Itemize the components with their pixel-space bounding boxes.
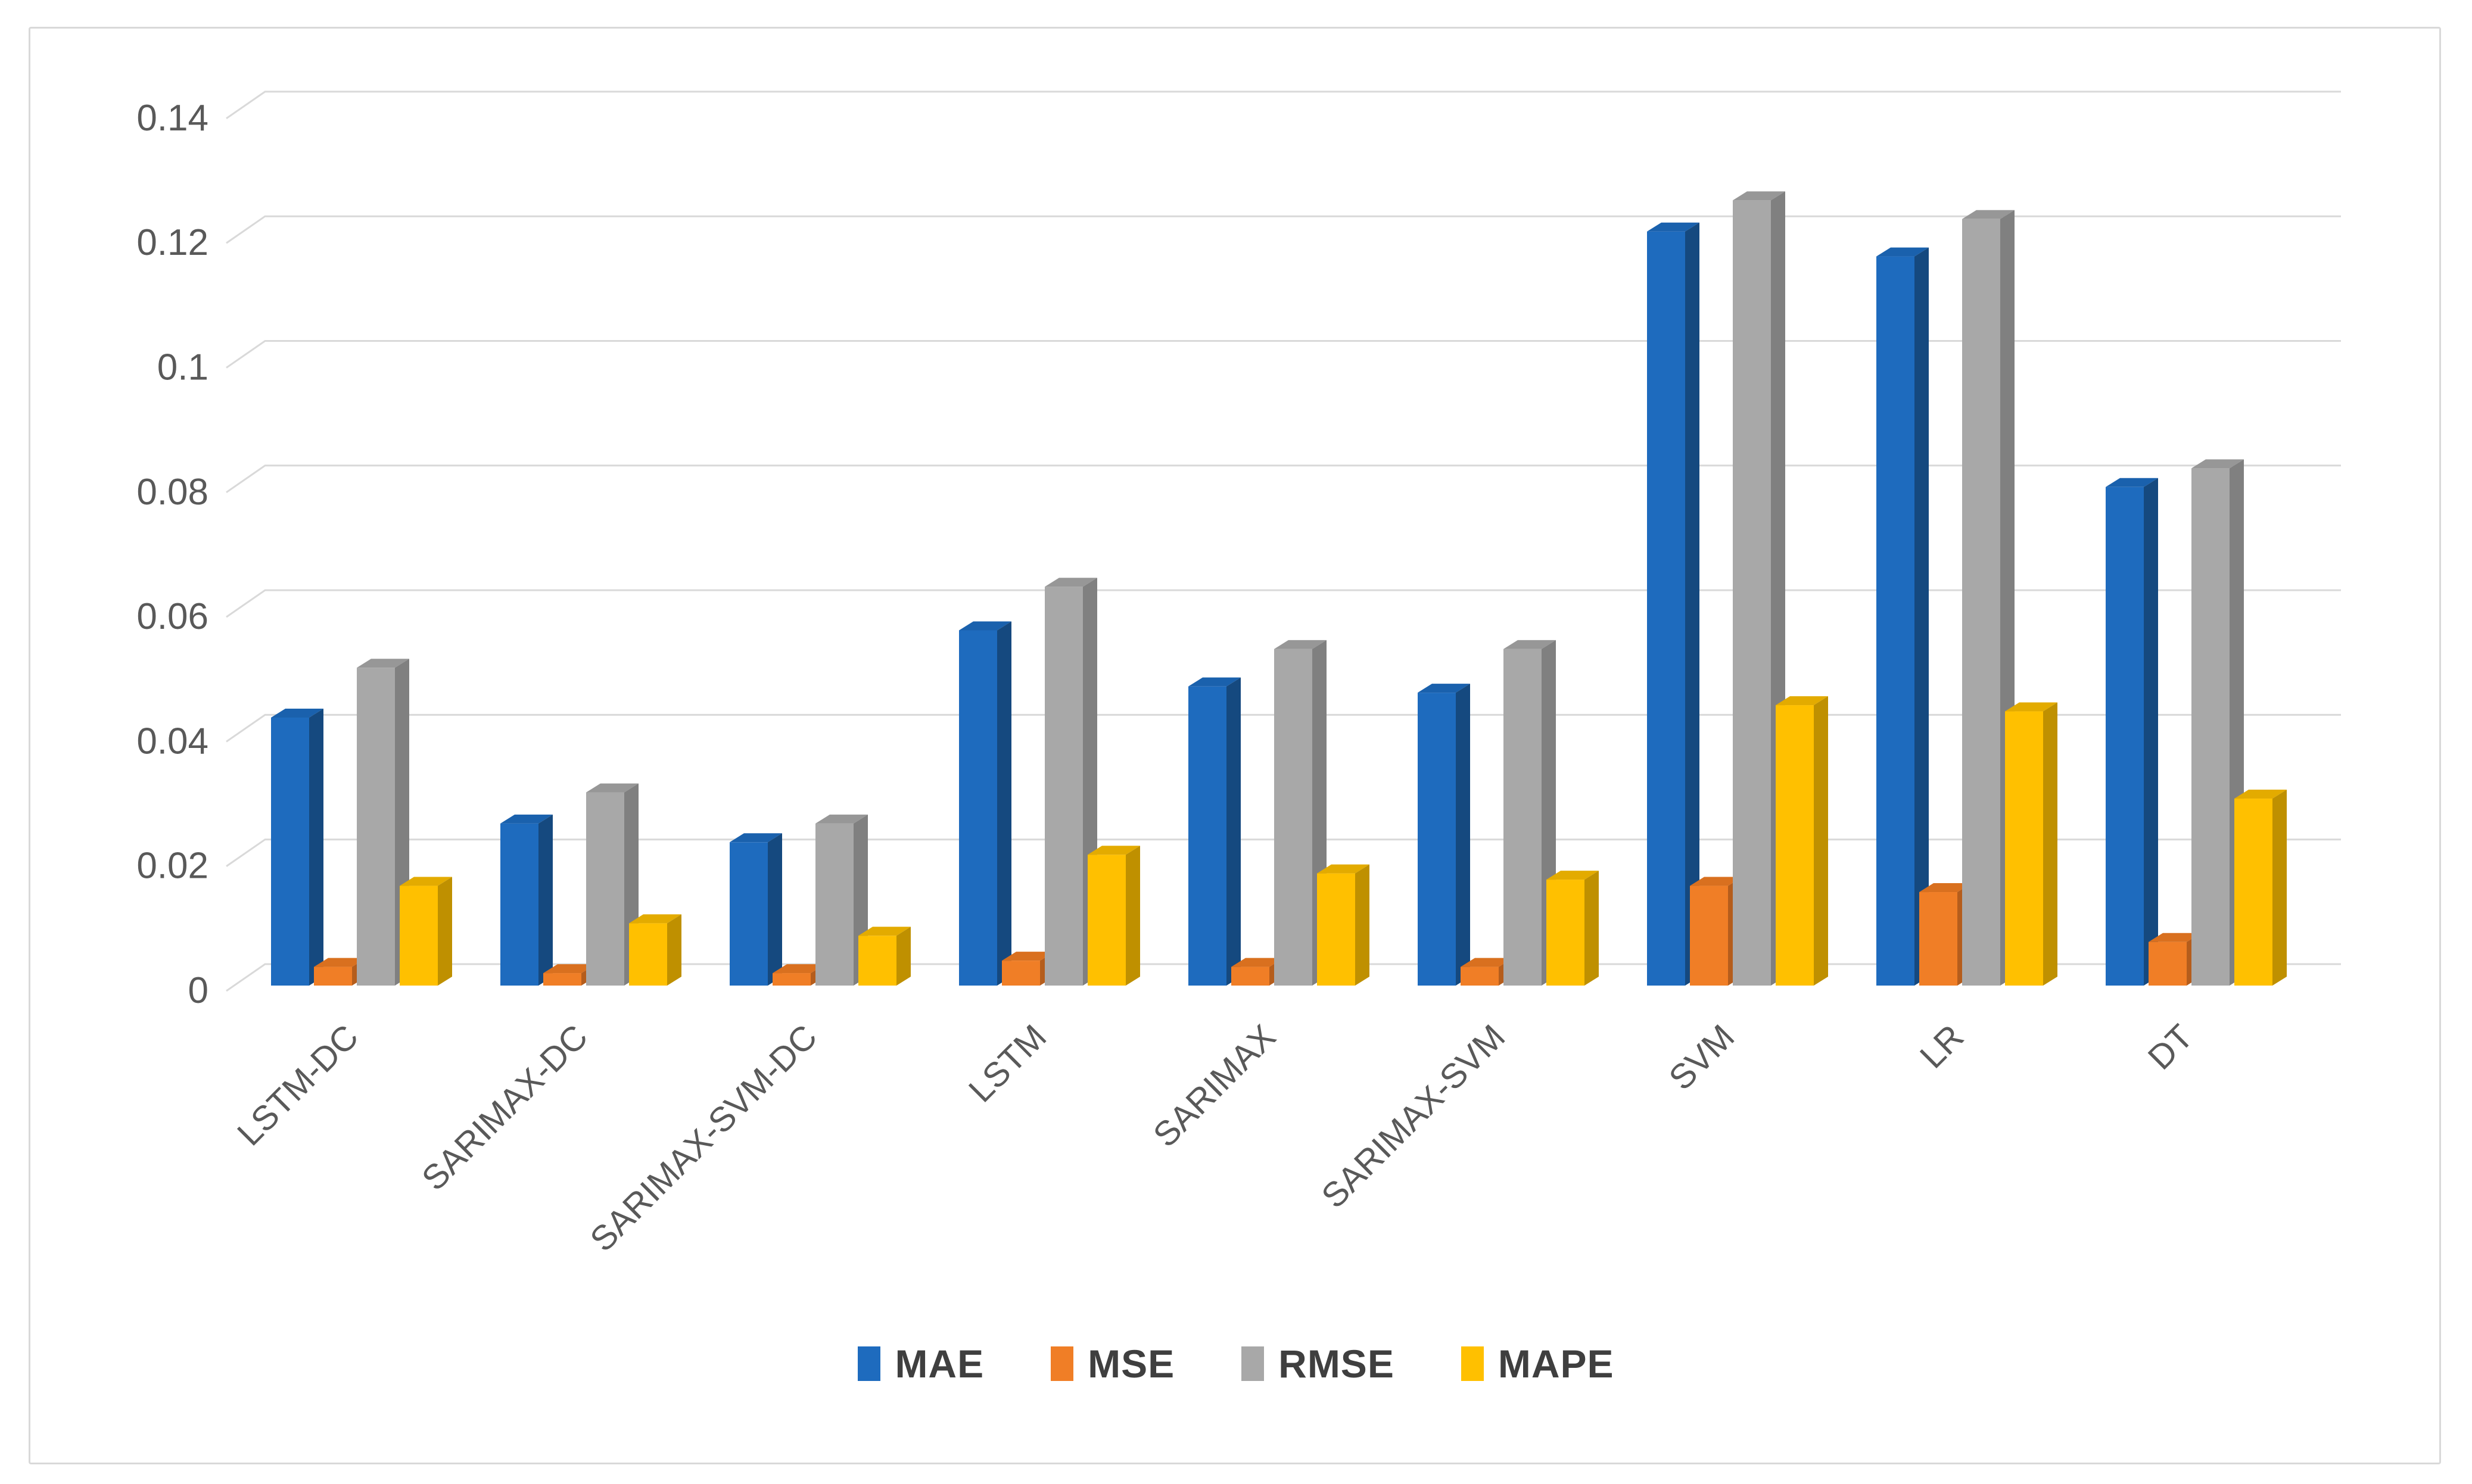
- legend-label: MAPE: [1497, 1342, 1614, 1386]
- legend-swatch-icon: [1051, 1346, 1074, 1381]
- legend-label: MAE: [895, 1342, 985, 1386]
- legend-item-mape: MAPE: [1461, 1341, 1614, 1386]
- bar-mae-dt: [2106, 478, 2158, 986]
- y-tick-label: 0.02: [136, 846, 208, 887]
- bar-mae-lstm-dc: [271, 709, 323, 986]
- legend-swatch-icon: [858, 1346, 881, 1381]
- legend-label: RMSE: [1278, 1342, 1394, 1386]
- gridline: [226, 215, 2341, 244]
- legend-item-mae: MAE: [858, 1341, 984, 1386]
- bar-mape-lstm: [1088, 846, 1140, 986]
- bar-mape-sarimax-svm-dc: [858, 927, 911, 986]
- legend-item-rmse: RMSE: [1241, 1341, 1394, 1386]
- bar-mae-sarimax-svm-dc: [730, 833, 782, 986]
- bar-mape-lstm-dc: [400, 877, 452, 986]
- category-label: SARIMAX-SVM-DC: [583, 1017, 824, 1259]
- bar-mape-svm: [1776, 696, 1828, 986]
- bar-mape-sarimax: [1317, 864, 1369, 986]
- y-tick-label: 0: [188, 970, 208, 1011]
- bar-mape-lr: [2005, 702, 2057, 986]
- legend-swatch-icon: [1241, 1346, 1265, 1381]
- y-tick-label: 0.14: [136, 98, 208, 139]
- y-tick-label: 0.08: [136, 472, 208, 513]
- gridline: [226, 91, 2341, 120]
- gridline: [226, 340, 2341, 369]
- category-label: LSTM: [961, 1017, 1054, 1109]
- legend-label: MSE: [1088, 1342, 1175, 1386]
- bar-mae-sarimax-svm: [1418, 684, 1470, 986]
- bar-mae-sarimax-dc: [500, 814, 553, 986]
- category-label: LSTM-DC: [230, 1017, 366, 1153]
- y-tick-label: 0.06: [136, 596, 208, 637]
- legend-swatch-icon: [1461, 1346, 1484, 1381]
- category-label: SVM: [1661, 1017, 1742, 1098]
- bar-mae-svm: [1647, 222, 1699, 986]
- bar-mae-sarimax: [1188, 677, 1241, 986]
- y-tick-label: 0.12: [136, 222, 208, 263]
- category-label: SARIMAX-SVM: [1314, 1017, 1512, 1215]
- bar-mae-lstm: [959, 621, 1011, 986]
- y-tick-label: 0.04: [136, 721, 208, 762]
- bar-mape-dt: [2234, 790, 2287, 986]
- bar-mape-sarimax-svm: [1546, 871, 1599, 986]
- gridline: [226, 589, 2341, 618]
- legend-item-mse: MSE: [1051, 1341, 1175, 1386]
- bar-mape-sarimax-dc: [629, 914, 681, 986]
- gridline: [226, 464, 2341, 494]
- category-label: SARIMAX-DC: [415, 1017, 595, 1198]
- bar-mae-lr: [1876, 247, 1929, 986]
- bar-rmse-sarimax-dc: [586, 783, 639, 986]
- chart-legend: MAE MSE RMSE MAPE: [0, 1341, 2472, 1386]
- category-label: LR: [1913, 1017, 1971, 1075]
- category-label: DT: [2141, 1017, 2201, 1077]
- category-label: SARIMAX: [1146, 1017, 1284, 1155]
- bar-rmse-dt: [2191, 459, 2244, 986]
- y-tick-label: 0.1: [157, 347, 208, 388]
